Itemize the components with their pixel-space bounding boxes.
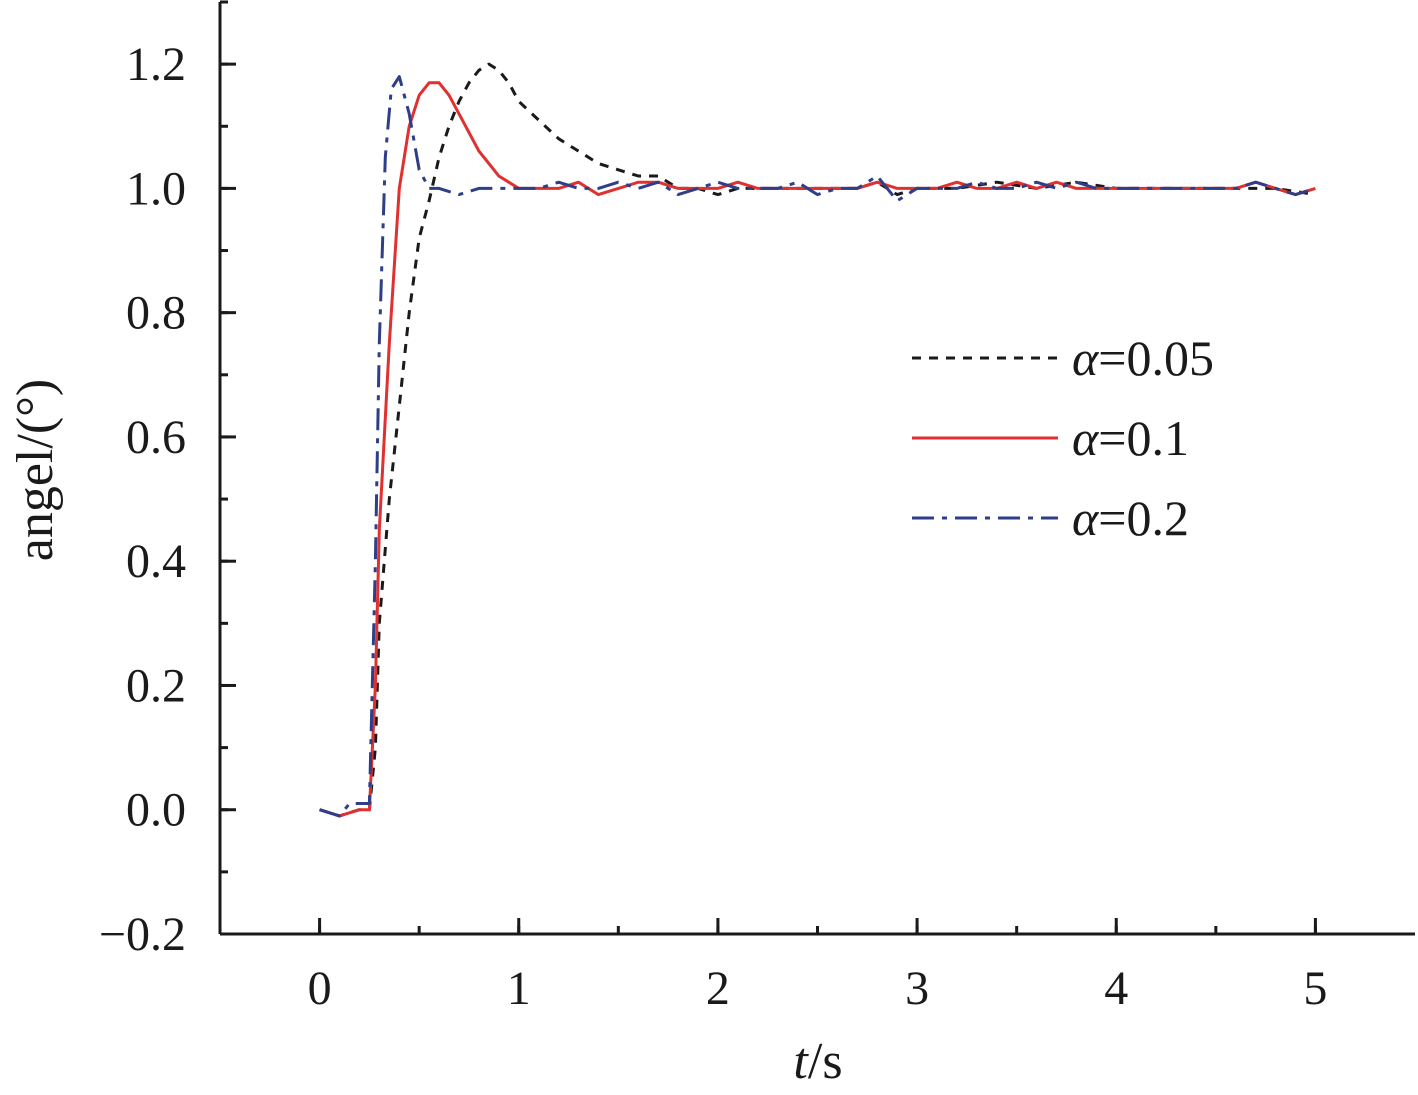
x-tick-label: 2 — [706, 962, 730, 1015]
axes — [218, 2, 1415, 936]
x-tick-label: 3 — [905, 962, 929, 1015]
legend-entry-2: α=0.1 — [1072, 410, 1189, 466]
legend-symbol: α — [1072, 330, 1100, 386]
y-tick-label: −0.2 — [99, 908, 186, 961]
legend-value: =0.2 — [1098, 490, 1189, 546]
legend: α=0.05α=0.1α=0.2 — [912, 330, 1214, 546]
y-tick-label: 0.4 — [126, 535, 186, 588]
x-tick-label: 0 — [308, 962, 332, 1015]
y-tick-label: 1.2 — [126, 38, 186, 91]
tick-labels: −0.2 0.0 0.2 0.4 0.6 0.8 1.0 1.2 0 1 2 3 4 5 — [99, 38, 1327, 1015]
y-tick-label: 0.0 — [126, 784, 186, 837]
y-axis-label: angel/(°) — [7, 379, 64, 561]
series-lines — [319, 62, 1316, 818]
y-tick-label: 1.0 — [126, 162, 186, 215]
x-tick-label: 1 — [507, 962, 531, 1015]
x-axis-label-unit: /s — [808, 1033, 843, 1090]
legend-symbol: α — [1072, 490, 1100, 546]
y-tick-label: 0.8 — [126, 287, 186, 340]
legend-value: =0.1 — [1098, 410, 1189, 466]
x-axis-label-variable: t — [793, 1033, 809, 1090]
y-tick-label: 0.6 — [126, 411, 186, 464]
legend-value: =0.05 — [1098, 330, 1214, 386]
legend-entry-3: α=0.2 — [1072, 490, 1189, 546]
legend-entry-1: α=0.05 — [1072, 330, 1214, 386]
tick-marks — [220, 0, 1317, 936]
y-tick-label: 0.2 — [126, 659, 186, 712]
x-tick-label: 5 — [1303, 962, 1327, 1015]
x-tick-label: 4 — [1104, 962, 1128, 1015]
legend-symbol: α — [1072, 410, 1100, 466]
series-line-1 — [319, 62, 1316, 818]
series-line-3 — [319, 75, 1316, 818]
series-line-2 — [319, 81, 1316, 818]
x-axis-label: t/s — [793, 1033, 842, 1090]
